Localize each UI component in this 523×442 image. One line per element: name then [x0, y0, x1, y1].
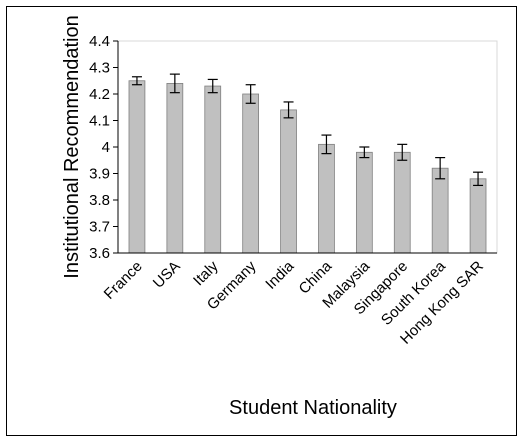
y-tick-label: 3.8	[89, 192, 110, 209]
bar-germany	[242, 93, 260, 254]
x-tick-label: Italy	[190, 257, 222, 289]
y-tick-label: 3.7	[89, 219, 110, 236]
x-tick-label: France	[101, 258, 146, 303]
x-tick-label: USA	[150, 258, 184, 292]
y-tick-label: 4.4	[89, 33, 110, 50]
y-ticks-group: 3.6 3.7 3.8 3.9 4 4.1 4.2 4.3 4.4	[89, 33, 118, 262]
y-tick-label: 4.1	[89, 113, 110, 130]
y-tick-label: 3.9	[89, 166, 110, 183]
bar-south-korea	[431, 167, 449, 254]
bar-india	[280, 109, 297, 254]
y-axis-title: Institutional Recommendation	[61, 15, 83, 278]
y-tick-label: 4.2	[89, 86, 110, 103]
x-axis-title: Student Nationality	[229, 397, 397, 419]
x-tick-label: India	[262, 257, 297, 292]
bar-singapore	[393, 151, 411, 254]
bar-italy	[204, 85, 222, 254]
bar-china	[318, 143, 335, 254]
bar-usa	[166, 83, 184, 254]
y-tick-label: 4	[102, 139, 110, 156]
bar-france	[128, 80, 146, 254]
bar-malaysia	[355, 151, 373, 254]
y-tick-label: 3.6	[89, 245, 110, 262]
error-bars-group	[131, 73, 484, 187]
y-tick-label: 4.3	[89, 60, 110, 77]
bars-group	[128, 80, 487, 254]
bar-hong-kong-sar	[469, 178, 487, 254]
